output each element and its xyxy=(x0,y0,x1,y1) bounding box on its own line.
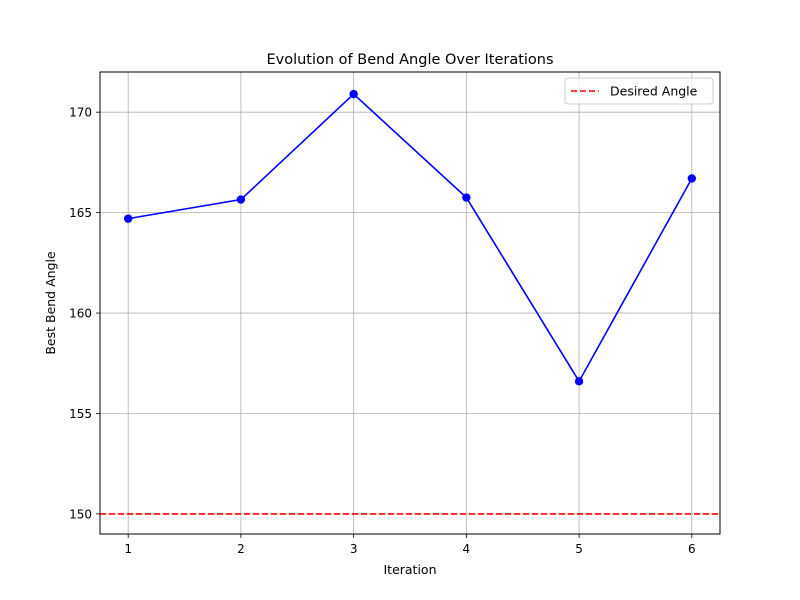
x-axis-ticks: 1 2 3 4 5 6 xyxy=(124,534,696,556)
x-tick-label: 1 xyxy=(124,542,132,556)
data-point xyxy=(236,195,246,204)
plot-frame xyxy=(99,71,721,535)
y-tick-label: 170 xyxy=(69,106,92,120)
data-series xyxy=(123,89,697,386)
data-point xyxy=(574,377,584,386)
x-tick-label: 6 xyxy=(688,542,696,556)
data-point xyxy=(687,174,697,183)
series-line xyxy=(128,93,693,383)
y-tick-label: 165 xyxy=(69,206,92,220)
x-tick-label: 4 xyxy=(463,542,471,556)
data-point xyxy=(123,214,133,223)
legend: Desired Angle xyxy=(564,77,714,105)
y-tick-label: 155 xyxy=(69,407,92,421)
x-axis-label: Iteration xyxy=(383,562,436,577)
y-tick-label: 160 xyxy=(69,307,92,321)
legend-box xyxy=(564,77,714,105)
legend-label-desired-angle: Desired Angle xyxy=(610,84,698,99)
y-axis-label: Best Bend Angle xyxy=(43,251,58,355)
x-tick-label: 2 xyxy=(237,542,245,556)
data-point xyxy=(349,89,358,99)
x-tick-label: 5 xyxy=(575,542,583,556)
y-tick-label: 150 xyxy=(69,507,92,521)
chart-title: Evolution of Bend Angle Over Iterations xyxy=(266,52,553,68)
grid-lines xyxy=(100,72,720,534)
data-point xyxy=(462,193,471,202)
x-tick-label: 3 xyxy=(350,542,358,556)
y-axis-ticks: 150 155 160 165 170 xyxy=(69,106,100,521)
